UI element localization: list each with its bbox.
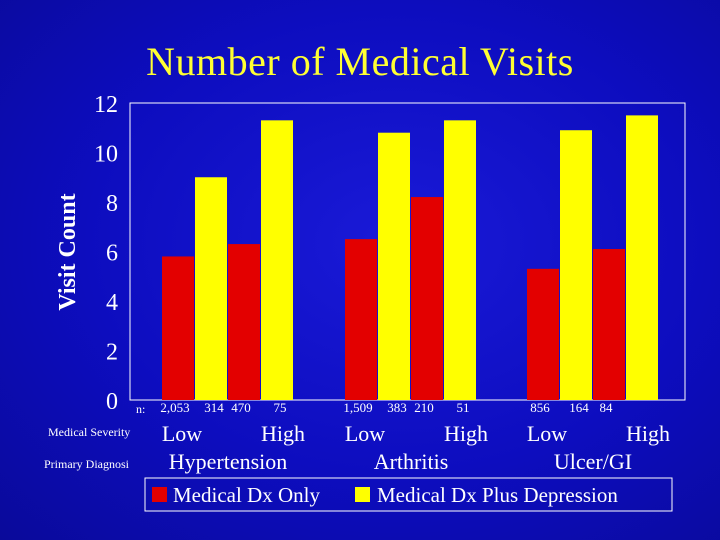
- n-label: 75: [274, 400, 287, 415]
- y-axis-label: Visit Count: [55, 193, 81, 310]
- bar-dx-plus-depression: [378, 132, 410, 400]
- legend: Medical Dx Only Medical Dx Plus Depressi…: [144, 477, 673, 512]
- y-tick-label: 4: [106, 290, 118, 316]
- severity-labels: Low High Low High Low High: [162, 421, 670, 446]
- y-tick-label: 10: [94, 142, 118, 168]
- legend-swatch-series2: [355, 487, 370, 502]
- bar-dx-plus-depression: [626, 115, 658, 400]
- n-labels: 2,053 314 470 75 1,509 383 210 51 856 164 84: [160, 400, 613, 415]
- n-label: 2,053: [160, 400, 189, 415]
- severity-label: High: [626, 421, 670, 446]
- y-tick-label: 12: [94, 92, 118, 118]
- diagnosis-label: Arthritis: [374, 449, 449, 474]
- bar-dx-plus-depression: [261, 120, 293, 400]
- severity-label: Low: [162, 421, 202, 446]
- legend-label-series1: Medical Dx Only: [173, 483, 320, 507]
- bar-dx-only: [162, 256, 194, 400]
- bar-dx-plus-depression: [195, 177, 227, 400]
- y-axis-ticks: 0 2 4 6 8 10 12: [94, 92, 118, 415]
- severity-label: High: [444, 421, 488, 446]
- y-tick-label: 0: [106, 389, 118, 415]
- diagnosis-label: Ulcer/GI: [554, 449, 632, 474]
- severity-label: Low: [345, 421, 385, 446]
- n-label: 856: [530, 400, 550, 415]
- legend-box: [144, 477, 673, 512]
- n-label: 1,509: [343, 400, 372, 415]
- diagnosis-label: Hypertension: [169, 449, 288, 474]
- n-label: 51: [457, 400, 470, 415]
- bar-dx-plus-depression: [560, 130, 592, 400]
- bar-dx-only: [228, 244, 260, 400]
- bar-dx-only: [527, 268, 559, 400]
- bar-dx-plus-depression: [444, 120, 476, 400]
- n-label: 210: [414, 400, 434, 415]
- n-label: 84: [600, 400, 614, 415]
- n-label: 164: [569, 400, 589, 415]
- y-tick-label: 6: [106, 241, 118, 267]
- n-label: 383: [387, 400, 407, 415]
- bar-dx-only: [411, 197, 443, 400]
- severity-label: High: [261, 421, 305, 446]
- y-tick-label: 8: [106, 191, 118, 217]
- y-tick-label: 2: [106, 340, 118, 366]
- row-label-n: n:: [136, 402, 145, 416]
- row-label-severity: Medical Severity: [48, 425, 130, 439]
- bar-dx-only: [345, 239, 377, 400]
- n-label: 470: [231, 400, 251, 415]
- n-label: 314: [204, 400, 224, 415]
- diagnosis-labels: Hypertension Arthritis Ulcer/GI: [169, 449, 632, 474]
- bar-dx-only: [593, 249, 625, 400]
- legend-swatch-series1: [152, 487, 167, 502]
- chart-title: Number of Medical Visits: [146, 39, 574, 84]
- bars: [162, 115, 658, 400]
- legend-label-series2: Medical Dx Plus Depression: [377, 483, 618, 507]
- severity-label: Low: [527, 421, 567, 446]
- row-label-diagnosis: Primary Diagnosi: [44, 457, 130, 471]
